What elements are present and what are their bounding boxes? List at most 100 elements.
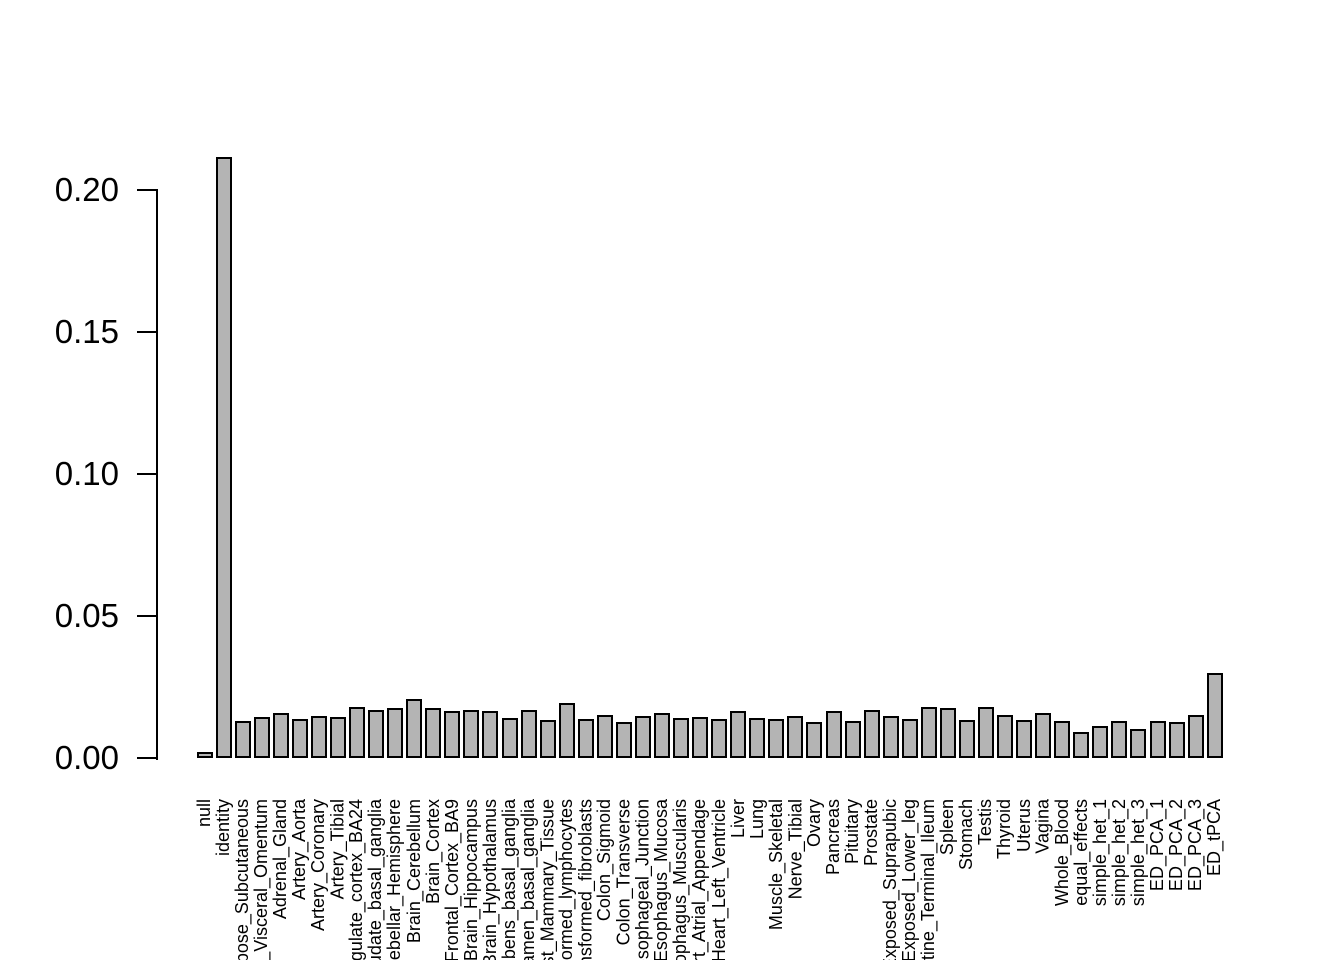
- bar-ED_PCA_1: [1149, 721, 1166, 758]
- x-category-label: Brain_Hypothalamus: [479, 799, 500, 960]
- bar-Breast_Mammary_Tissue: [539, 720, 556, 758]
- x-category-label: Heart_Left_Ventricle: [708, 799, 729, 960]
- bar-Whole_Blood: [1054, 721, 1071, 758]
- x-category-label: Thyroid: [994, 799, 1015, 860]
- x-category-label: Skin_Not_Sun_Exposed_Suprapubic: [880, 799, 901, 960]
- y-axis-tick: [137, 189, 157, 191]
- bar-Ovary: [806, 722, 823, 758]
- bar-Esophagus_Mucosa: [653, 713, 670, 758]
- bar-Uterus: [1016, 720, 1033, 758]
- bar-Prostate: [863, 710, 880, 758]
- x-category-label: Adipose_Visceral_Omentum: [251, 799, 272, 960]
- bar-ED_PCA_2: [1168, 722, 1185, 758]
- bar-Colon_Sigmoid: [596, 715, 613, 758]
- y-tick-label: 0.05: [54, 597, 119, 634]
- bar-Adipose_Subcutaneous: [234, 721, 251, 758]
- y-tick-label: 0.15: [54, 313, 119, 350]
- x-category-label: Vagina: [1032, 799, 1053, 854]
- x-category-label: Adipose_Subcutaneous: [232, 799, 253, 960]
- bar-simple_het_2: [1111, 721, 1128, 758]
- x-category-label: Stomach: [956, 799, 977, 871]
- bar-Cells_Transformed_fibroblasts: [577, 719, 594, 758]
- bar-Vagina: [1035, 713, 1052, 758]
- bar-Heart_Left_Ventricle: [711, 719, 728, 758]
- bar-Brain_Hypothalamus: [482, 711, 499, 758]
- y-axis-tick: [137, 757, 157, 759]
- x-category-label: Cells_EBV-transformed_lymphocytes: [556, 799, 577, 960]
- x-category-label: Brain_Nucleus_accumbens_basal_ganglia: [499, 799, 519, 960]
- y-tick-label: 0.20: [54, 171, 119, 208]
- bar-Artery_Coronary: [310, 716, 327, 758]
- bar-Thyroid: [997, 715, 1013, 758]
- x-category-label: Heart_Atrial_Appendage: [689, 799, 710, 960]
- bar-Esophagus_Gastroesophageal_Junction: [634, 716, 651, 758]
- bar-Colon_Transverse: [615, 722, 632, 758]
- bar-Brain_Cerebellum: [406, 699, 423, 758]
- bar-Liver: [730, 711, 747, 758]
- x-category-label: Brain_Anterior_cingulate_cortex_BA24: [346, 799, 367, 960]
- bar-equal_effects: [1073, 732, 1090, 758]
- x-category-label: Esophagus_Gastroesophageal_Junction: [632, 799, 652, 960]
- bar-Nerve_Tibial: [787, 716, 804, 758]
- bar-Pancreas: [825, 711, 842, 758]
- bar-Esophagus_Muscularis: [673, 718, 689, 758]
- x-category-label: Brain_Cerebellar_Hemisphere: [384, 799, 405, 960]
- x-category-label: Brain_Cerebellum: [403, 799, 424, 944]
- x-category-label: simple_het_2: [1108, 799, 1129, 907]
- x-category-label: Brain_Hippocampus: [460, 799, 481, 960]
- x-category-label: Artery_Tibial: [327, 799, 348, 900]
- y-axis-tick: [137, 473, 157, 475]
- x-category-label: Testis: [975, 799, 996, 846]
- x-category-label: Brain_Frontal_Cortex_BA9: [441, 799, 462, 960]
- x-category-label: Lung: [746, 799, 767, 840]
- x-category-label: Pancreas: [823, 799, 843, 876]
- x-category-label: Artery_Coronary: [308, 799, 329, 932]
- x-category-label: ED_PCA_2: [1166, 799, 1187, 892]
- x-category-label: Prostate: [861, 799, 882, 867]
- x-category-label: Muscle_Skeletal: [765, 799, 786, 931]
- bar-Brain_Putamen_basal_ganglia: [520, 710, 537, 758]
- x-category-label: ED_tPCA: [1204, 799, 1225, 877]
- bar-Adipose_Visceral_Omentum: [253, 717, 270, 758]
- x-category-label: Cells_Transformed_fibroblasts: [575, 799, 596, 960]
- bar-Testis: [978, 707, 994, 758]
- bar-Brain_Nucleus_accumbens_basal_ganglia: [501, 718, 518, 758]
- x-category-label: null: [194, 799, 214, 828]
- x-category-label: Breast_Mammary_Tissue: [537, 799, 558, 960]
- x-category-label: Colon_Sigmoid: [594, 799, 615, 922]
- x-category-label: Brain_Cortex: [422, 799, 443, 905]
- x-category-label: Whole_Blood: [1051, 799, 1072, 907]
- x-category-label: Liver: [727, 799, 748, 839]
- y-axis-tick: [137, 615, 157, 617]
- bar-Artery_Aorta: [291, 719, 308, 758]
- bar-Brain_Cortex: [425, 708, 442, 758]
- x-category-label: Artery_Aorta: [289, 799, 310, 901]
- bar-simple_het_1: [1092, 726, 1109, 758]
- x-category-label: equal_effects: [1070, 799, 1091, 906]
- bar-Brain_Hippocampus: [463, 710, 480, 758]
- bar-Small_Intestine_Terminal_Ileum: [920, 707, 937, 758]
- bar-Brain_Anterior_cingulate_cortex_BA24: [349, 707, 365, 758]
- x-category-label: simple_het_1: [1089, 799, 1110, 907]
- bar-Skin_Sun_Exposed_Lower_leg: [901, 719, 918, 758]
- y-tick-label: 0.00: [54, 739, 119, 776]
- x-category-label: Small_Intestine_Terminal_Ileum: [918, 799, 939, 960]
- x-category-label: Uterus: [1013, 799, 1034, 853]
- bar-Skin_Not_Sun_Exposed_Suprapubic: [882, 716, 899, 758]
- bar-ED_PCA_3: [1187, 715, 1204, 758]
- x-category-label: Esophagus_Muscularis: [670, 799, 691, 960]
- x-category-label: identity: [213, 799, 234, 857]
- y-axis-tick: [137, 331, 157, 333]
- bar-simple_het_3: [1130, 729, 1147, 758]
- bar-null: [196, 752, 213, 758]
- x-category-label: Adrenal_Gland: [270, 799, 291, 920]
- y-tick-label: 0.10: [54, 455, 119, 492]
- x-category-label: ED_PCA_1: [1147, 799, 1167, 892]
- x-category-label: Spleen: [937, 799, 958, 856]
- bar-Artery_Tibial: [329, 717, 346, 758]
- x-category-label: Brain_Caudate_basal_ganglia: [365, 799, 386, 960]
- bar-Lung: [749, 718, 766, 758]
- x-category-label: Ovary: [803, 799, 824, 848]
- x-category-label: Pituitary: [842, 799, 862, 865]
